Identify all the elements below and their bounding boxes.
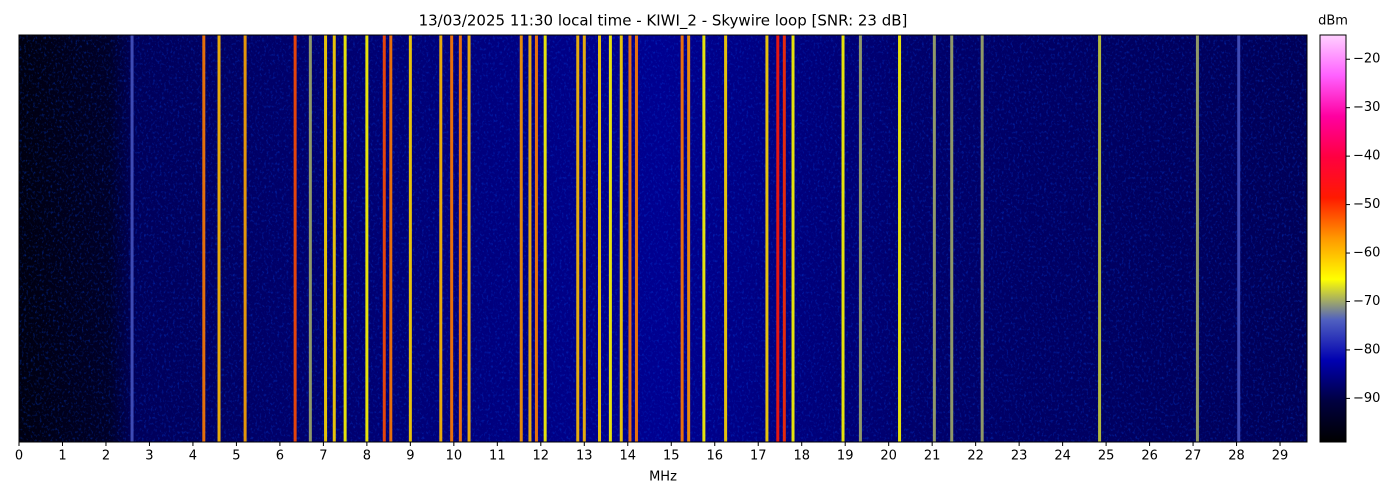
signal-line — [598, 35, 602, 442]
x-tick-label: 2 — [102, 449, 110, 464]
colorbar-tick-label: −30 — [1353, 100, 1380, 115]
x-tick-label: 22 — [967, 449, 984, 464]
signal-line — [467, 35, 471, 442]
x-tick-label: 23 — [1011, 449, 1028, 464]
colorbar-tick-label: −80 — [1353, 342, 1380, 357]
signal-line — [765, 35, 769, 442]
colorbar-tick-label: −90 — [1353, 391, 1380, 406]
signal-line — [950, 35, 954, 442]
signal-line — [439, 35, 443, 442]
colorbar-tick-label: −70 — [1353, 294, 1380, 309]
x-tick-label: 12 — [533, 449, 550, 464]
x-axis-label: MHz — [649, 470, 677, 485]
signal-line — [217, 35, 221, 442]
signal-line — [332, 35, 336, 442]
signal-line — [534, 35, 538, 442]
x-tick-label: 8 — [363, 449, 371, 464]
x-tick-label: 29 — [1272, 449, 1289, 464]
noise-texture — [19, 35, 1307, 442]
x-tick-label: 6 — [276, 449, 284, 464]
x-tick-label: 18 — [793, 449, 810, 464]
x-tick-label: 26 — [1141, 449, 1158, 464]
x-tick-label: 0 — [15, 449, 23, 464]
signal-line — [365, 35, 369, 442]
signal-line — [1237, 35, 1241, 442]
signal-line — [980, 35, 984, 442]
x-tick-label: 3 — [145, 449, 153, 464]
colorbar-tick-label: −60 — [1353, 246, 1380, 261]
signal-line — [687, 35, 691, 442]
x-tick-label: 25 — [1098, 449, 1115, 464]
signal-line — [130, 35, 134, 442]
signal-line — [243, 35, 247, 442]
plot-frame — [18, 34, 1308, 443]
x-tick-label: 14 — [620, 449, 637, 464]
signal-line — [202, 35, 206, 442]
x-tick-label: 15 — [663, 449, 680, 464]
signal-line — [308, 35, 312, 442]
x-tick-label: 13 — [576, 449, 593, 464]
signal-line — [702, 35, 706, 442]
signal-line — [450, 35, 454, 442]
x-tick-label: 11 — [489, 449, 506, 464]
x-tick-label: 4 — [189, 449, 197, 464]
signal-line — [576, 35, 580, 442]
signal-line — [408, 35, 412, 442]
chart-title: 13/03/2025 11:30 local time - KIWI_2 - S… — [419, 12, 908, 31]
signal-line — [932, 35, 936, 442]
signal-line — [680, 35, 684, 442]
signal-line — [543, 35, 547, 442]
x-tick-label: 9 — [406, 449, 414, 464]
x-tick-label: 28 — [1228, 449, 1245, 464]
x-tick-label: 19 — [837, 449, 854, 464]
x-tick-label: 21 — [924, 449, 941, 464]
colorbar-tick-label: −20 — [1353, 52, 1380, 67]
x-tick-label: 7 — [319, 449, 327, 464]
signal-line — [528, 35, 532, 442]
signal-line — [608, 35, 612, 442]
x-tick-label: 1 — [58, 449, 66, 464]
signal-line — [1195, 35, 1199, 442]
x-tick-label: 16 — [706, 449, 723, 464]
signal-line — [519, 35, 523, 442]
signal-line — [1098, 35, 1102, 442]
x-tick-label: 20 — [880, 449, 897, 464]
colorbar-tick-label: −50 — [1353, 197, 1380, 212]
x-tick-label: 27 — [1185, 449, 1202, 464]
signal-line — [619, 35, 623, 442]
signal-line — [628, 35, 632, 442]
signal-line — [458, 35, 462, 442]
signal-line — [724, 35, 728, 442]
signal-line — [782, 35, 786, 442]
signal-line — [389, 35, 393, 442]
signal-line — [776, 35, 780, 442]
signal-line — [324, 35, 328, 442]
colorbar — [1319, 34, 1347, 443]
signal-line — [582, 35, 586, 442]
x-tick-label: 10 — [446, 449, 463, 464]
x-tick-label: 17 — [750, 449, 767, 464]
colorbar-label: dBm — [1318, 14, 1348, 29]
signal-line — [634, 35, 638, 442]
signal-line — [841, 35, 845, 442]
signal-line — [898, 35, 902, 442]
x-tick-label: 5 — [232, 449, 240, 464]
signal-line — [293, 35, 297, 442]
signal-line — [791, 35, 795, 442]
x-tick-label: 24 — [1054, 449, 1071, 464]
colorbar-tick-label: −40 — [1353, 149, 1380, 164]
signal-line — [858, 35, 862, 442]
signal-line — [382, 35, 386, 442]
signal-line — [343, 35, 347, 442]
